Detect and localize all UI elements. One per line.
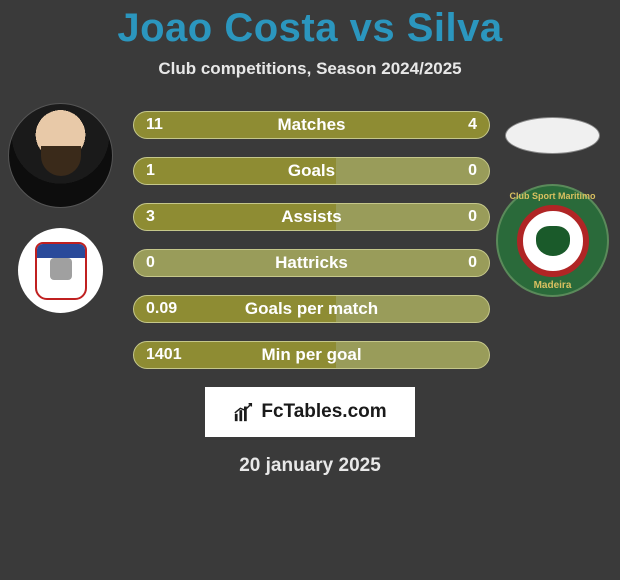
date-label: 20 january 2025: [0, 455, 620, 477]
fctables-logo-icon: [233, 401, 255, 423]
bar-right-value: 0: [468, 208, 477, 226]
player-left-club-badge: [18, 228, 103, 313]
player-left-photo: [8, 103, 113, 208]
bar-left-value: 3: [146, 208, 155, 226]
fctables-label: FcTables.com: [261, 401, 386, 423]
club-badge-text-top: Club Sport Maritimo: [510, 191, 596, 201]
bar-label: Matches: [277, 115, 345, 135]
bar-left-value: 1401: [146, 346, 182, 364]
left-player-column: [8, 103, 113, 313]
bar-left-value: 11: [146, 116, 163, 134]
stat-bar-row: 1401 Min per goal: [133, 341, 490, 369]
stat-bars-container: 11 Matches 4 1 Goals 0 3 Assists 0 0 Hattricks 0 0.0…: [133, 111, 490, 369]
right-player-column: Club Sport Maritimo Madeira: [495, 117, 610, 297]
page-title: Joao Costa vs Silva: [0, 0, 620, 51]
stat-bar-row: 0 Hattricks 0: [133, 249, 490, 277]
subtitle: Club competitions, Season 2024/2025: [0, 59, 620, 79]
bar-right-value: 0: [468, 162, 477, 180]
bar-left-value: 1: [146, 162, 155, 180]
bar-left-value: 0.09: [146, 300, 177, 318]
bar-label: Assists: [281, 207, 341, 227]
bar-label: Goals: [288, 161, 335, 181]
player-right-photo: [505, 117, 600, 154]
fctables-badge: FcTables.com: [205, 387, 415, 437]
stat-bar-row: 11 Matches 4: [133, 111, 490, 139]
bar-label: Min per goal: [261, 345, 361, 365]
stat-bar-row: 3 Assists 0: [133, 203, 490, 231]
agf-shield-icon: [35, 242, 87, 300]
stat-bar-row: 1 Goals 0: [133, 157, 490, 185]
bar-right-value: 0: [468, 254, 477, 272]
club-badge-text-bottom: Madeira: [534, 280, 572, 291]
bar-left-value: 0: [146, 254, 155, 272]
bar-label: Goals per match: [245, 299, 378, 319]
stat-bar-row: 0.09 Goals per match: [133, 295, 490, 323]
bar-label: Hattricks: [275, 253, 348, 273]
player-right-club-badge: Club Sport Maritimo Madeira: [496, 184, 609, 297]
bar-right-value: 4: [468, 116, 477, 134]
comparison-panel: Club Sport Maritimo Madeira 11 Matches 4 1 G…: [0, 103, 620, 373]
maritimo-lion-icon: [517, 205, 589, 277]
